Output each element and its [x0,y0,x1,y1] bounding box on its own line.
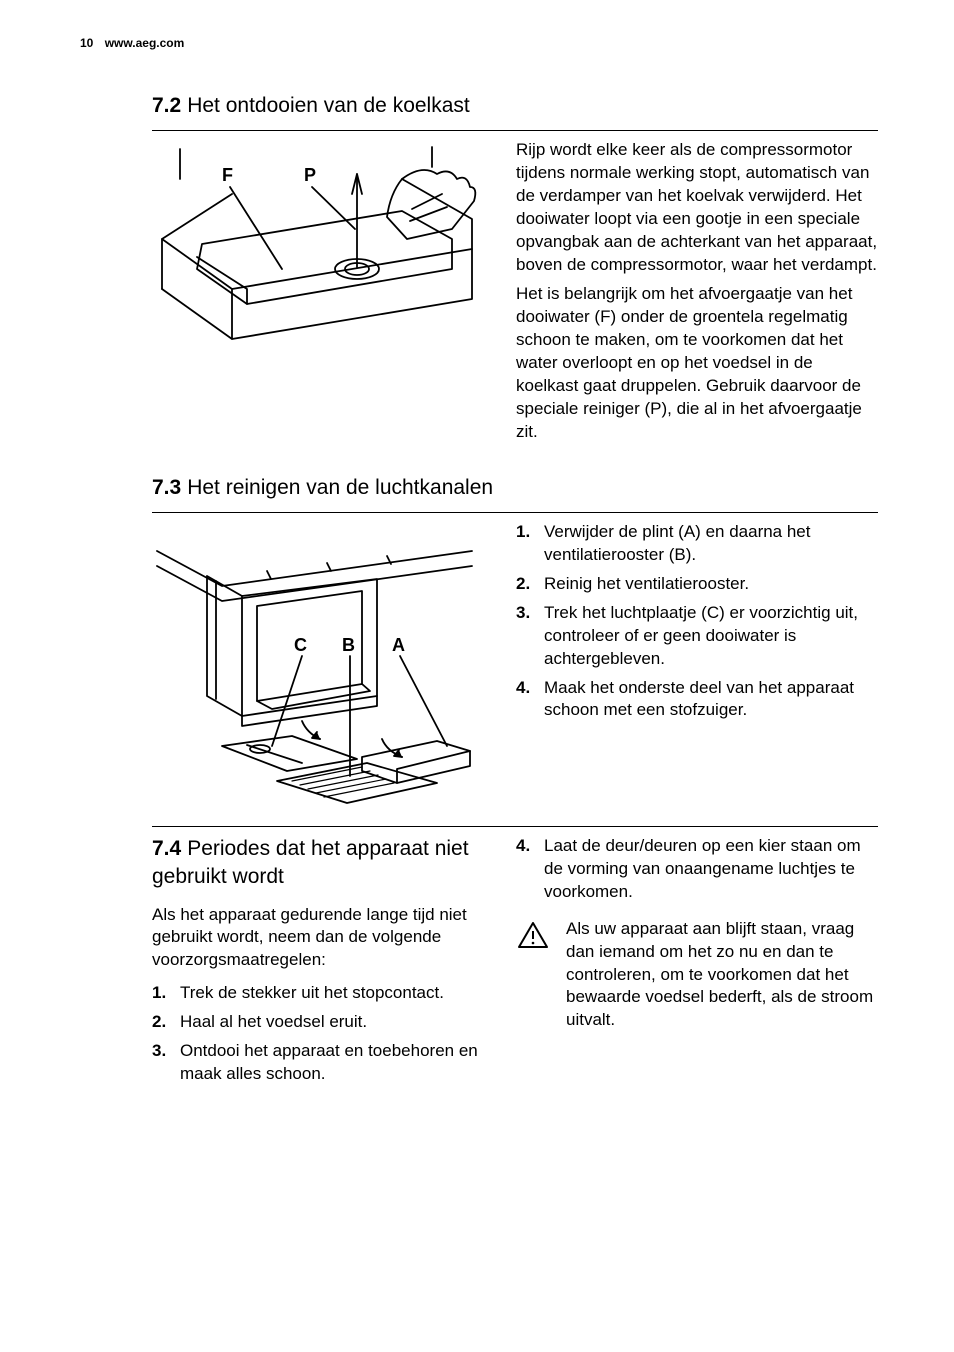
step-7-4-2-text: Haal al het voedsel eruit. [180,1011,492,1034]
label-a: A [392,635,405,655]
step-7-4-2: 2.Haal al het voedsel eruit. [152,1011,492,1034]
section-7-2-para1: Rijp wordt elke keer als de compressormo… [516,139,878,277]
page-header: 10 www.aeg.com [80,35,184,51]
step-7-4-4-text: Laat de deur/deuren op een kier staan om… [544,835,878,904]
warning-text: Als uw apparaat aan blijft staan, vraag … [566,918,878,1033]
label-p: P [304,165,316,185]
page-content: 7.2 Het ontdooien van de koelkast [152,92,878,1092]
section-7-3-title: 7.3 Het reinigen van de luchtkanalen [152,474,878,502]
step-7-4-1-text: Trek de stekker uit het stopcontact. [180,982,492,1005]
section-7-4-title: 7.4Periodes dat het apparaat niet gebrui… [152,835,492,892]
section-7-4-right: 4.Laat de deur/deuren op een kier staan … [516,835,878,1092]
step-7-4-3-text: Ontdooi het apparaat en toebehoren en ma… [180,1040,492,1086]
section-7-2-text-col: Rijp wordt elke keer als de compressormo… [516,139,878,449]
label-c: C [294,635,307,655]
section-7-2-para2: Het is belangrijk om het afvoergaatje va… [516,283,878,444]
section-7-4-text: Periodes dat het apparaat niet gebruikt … [152,837,469,888]
step-7-4-3: 3.Ontdooi het apparaat en toebehoren en … [152,1040,492,1086]
rule-7-4 [152,826,878,827]
section-7-4-num: 7.4 [152,837,181,860]
step-7-3-2: 2.Reinig het ventilatierooster. [516,573,878,596]
illustration-7-3: C B A [152,521,492,818]
warning-icon [516,918,552,1033]
step-7-3-3-text: Trek het luchtplaatje (C) er voorzichtig… [544,602,878,671]
step-7-4-1: 1.Trek de stekker uit het stopcontact. [152,982,492,1005]
section-7-4-body: 7.4Periodes dat het apparaat niet gebrui… [152,835,878,1092]
warning-block: Als uw apparaat aan blijft staan, vraag … [516,918,878,1033]
step-7-3-2-text: Reinig het ventilatierooster. [544,573,878,596]
illustration-7-2: F P [152,139,492,449]
section-7-2-text: Het ontdooien van de koelkast [187,94,470,117]
label-f: F [222,165,233,185]
step-7-3-3: 3.Trek het luchtplaatje (C) er voorzicht… [516,602,878,671]
step-7-3-1: 1.Verwijder de plint (A) en daarna het v… [516,521,878,567]
section-7-3-body: C B A 1.Verwijder de plint (A) en daarna… [152,521,878,818]
rule-7-3 [152,512,878,513]
step-7-4-4: 4.Laat de deur/deuren op een kier staan … [516,835,878,904]
section-7-4-left: 7.4Periodes dat het apparaat niet gebrui… [152,835,492,1092]
step-7-3-4-text: Maak het onderste deel van het apparaat … [544,677,878,723]
section-7-4-intro: Als het apparaat gedurende lange tijd ni… [152,904,492,973]
label-b: B [342,635,355,655]
page-number: 10 [80,36,93,50]
section-7-2-num: 7.2 [152,94,181,117]
section-7-2-body: F P Rijp wordt elke keer als de compress… [152,139,878,449]
step-7-3-1-text: Verwijder de plint (A) en daarna het ven… [544,521,878,567]
section-7-2-title: 7.2 Het ontdooien van de koelkast [152,92,878,120]
section-7-3-num: 7.3 [152,476,181,499]
header-site: www.aeg.com [105,36,185,50]
section-7-3-steps: 1.Verwijder de plint (A) en daarna het v… [516,521,878,818]
step-7-3-4: 4.Maak het onderste deel van het apparaa… [516,677,878,723]
rule-7-2 [152,130,878,131]
section-7-3-text: Het reinigen van de luchtkanalen [187,476,493,499]
